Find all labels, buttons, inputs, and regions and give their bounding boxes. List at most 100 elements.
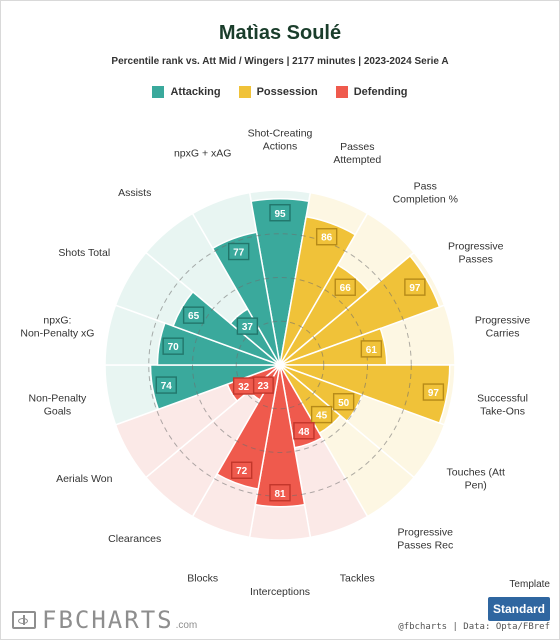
axis-label-line: Blocks: [187, 572, 218, 584]
legend-label-possession: Possession: [256, 86, 318, 98]
value-label-pass-completion: 66: [340, 283, 352, 294]
axis-label-shot-creating-actions: Shot-Creating Actions: [248, 128, 313, 153]
legend-item-attacking: Attacking: [152, 86, 221, 98]
legend-item-possession: Possession: [238, 86, 318, 98]
axis-label-line: Clearances: [108, 533, 161, 545]
bar-successful-take-ons: [279, 364, 451, 425]
axis-label-line: Progressive: [448, 241, 504, 253]
value-box-blocks: [230, 461, 253, 479]
bar-npxg-xag: [211, 231, 281, 366]
legend-label-defending: Defending: [353, 86, 408, 98]
value-box-progressive-carries: [360, 340, 383, 358]
axis-label-line: Assists: [118, 187, 151, 199]
legend-label-attacking: Attacking: [170, 86, 221, 98]
value-box-progressive-passes: [404, 278, 426, 296]
axis-label-line: Pass: [414, 180, 437, 192]
value-label-successful-take-ons: 97: [428, 388, 440, 399]
axis-label-aerials-won: Aerials Won: [56, 473, 113, 485]
axis-label-line: Actions: [263, 141, 297, 153]
template-label: Template: [509, 579, 550, 590]
axis-label-progressive-carries: Progressive Carries: [475, 314, 531, 339]
bar-progressive-passes: [279, 254, 441, 366]
value-label-touches-att-pen: 50: [338, 398, 350, 409]
value-label-interceptions: 81: [274, 489, 286, 500]
value-label-shots-total: 65: [188, 311, 200, 322]
axis-label-line: Tackles: [340, 572, 375, 584]
axis-label-non-penalty-goals: Non-Penalty Goals: [29, 393, 88, 418]
axis-label-line: Passes: [340, 141, 374, 153]
value-label-progressive-carries: 61: [366, 345, 378, 356]
brand-domain: .com: [175, 619, 198, 631]
axis-label-line: Non-Penalty: [29, 393, 88, 405]
bar-interceptions: [254, 364, 306, 508]
axis-label-line: Shots Total: [58, 247, 110, 259]
axis-label-shots-total: Shots Total: [58, 247, 110, 259]
axis-label-line: Non-Penalty xG: [20, 327, 94, 339]
value-label-passes-attempted: 86: [321, 233, 333, 244]
value-label-tackles: 48: [298, 427, 310, 438]
value-box-npxg-xag: [228, 242, 250, 261]
chart-title: Matìas Soulé: [218, 22, 342, 44]
axis-label-touches-att-pen: Touches (Att Pen): [447, 467, 505, 492]
legend-swatch-attacking: [152, 86, 165, 98]
value-label-blocks: 72: [236, 466, 248, 477]
grid-ring-2: [192, 277, 368, 453]
axis-label-successful-take-ons: Successful Take-Ons: [477, 393, 528, 418]
value-box-interceptions: [269, 484, 291, 502]
chart-subtitle: Percentile rank vs. Att Mid / Wingers | …: [111, 56, 449, 67]
bar-shot-creating-actions: [250, 198, 310, 366]
value-label-non-penalty-goals: 74: [161, 381, 173, 392]
value-box-non-penalty-goals: [155, 376, 177, 394]
value-box-passes-attempted: [315, 228, 338, 246]
axis-label-line: Goals: [44, 406, 71, 418]
grid-ring-3: [148, 233, 412, 497]
value-label-shot-creating-actions: 95: [274, 209, 286, 220]
value-box-aerials-won: [232, 377, 255, 395]
value-label-progressive-passes-rec: 45: [316, 411, 328, 422]
axis-label-npxg-xag: npxG + xAG: [174, 148, 231, 160]
value-label-clearances: 23: [258, 381, 270, 392]
value-label-assists: 37: [242, 322, 254, 333]
value-box-tackles: [293, 422, 315, 440]
axis-label-line: Touches (Att: [447, 467, 505, 479]
bar-blocks: [215, 364, 281, 490]
value-label-npxg-non-penalty-xg: 70: [168, 342, 180, 353]
value-box-npxg-non-penalty-xg: [162, 337, 184, 355]
axis-label-line: Carries: [486, 327, 520, 339]
value-box-progressive-passes-rec: [310, 405, 333, 424]
grid-ring-1: [235, 320, 325, 410]
axis-label-line: Passes: [459, 254, 493, 266]
pitch-icon: [12, 611, 36, 629]
legend-item-defending: Defending: [335, 86, 408, 98]
axis-label-line: Take-Ons: [480, 406, 525, 418]
axis-label-line: npxG:: [43, 314, 71, 326]
axis-label-progressive-passes: Progressive Passes: [448, 241, 504, 266]
bar-passes-attempted: [279, 215, 357, 366]
axis-label-assists: Assists: [118, 187, 151, 199]
axis-label-line: Pen): [465, 480, 487, 492]
axis-label-npxg-non-penalty-xg: npxG: Non-Penalty xG: [20, 314, 94, 339]
value-label-progressive-passes: 97: [409, 283, 421, 294]
axis-label-passes-attempted: Passes Attempted: [333, 141, 381, 166]
axis-label-interceptions: Interceptions: [250, 586, 310, 598]
legend-swatch-possession: [238, 86, 251, 98]
value-box-shots-total: [182, 306, 205, 324]
axis-label-pass-completion: Pass Completion %: [393, 180, 458, 205]
value-label-aerials-won: 32: [238, 382, 250, 393]
axis-label-blocks: Blocks: [187, 572, 218, 584]
legend-swatch-defending: [335, 86, 348, 98]
axis-label-line: Progressive: [475, 314, 531, 326]
value-box-pass-completion: [334, 278, 356, 296]
value-box-assists: [236, 317, 259, 335]
data-credit: @fbcharts | Data: Opta/FBref: [398, 622, 550, 632]
axis-label-line: Attempted: [333, 154, 381, 166]
bar-non-penalty-goals: [149, 364, 281, 411]
fbcharts-logo: FBCHARTS .com: [12, 606, 197, 634]
axis-label-clearances: Clearances: [108, 533, 161, 545]
axis-label-line: Progressive: [398, 527, 454, 539]
axis-label-line: Completion %: [393, 193, 458, 205]
axis-label-line: Passes Rec: [397, 540, 453, 552]
value-label-npxg-xag: 77: [233, 248, 245, 259]
template-standard-button[interactable]: Standard: [488, 597, 550, 621]
